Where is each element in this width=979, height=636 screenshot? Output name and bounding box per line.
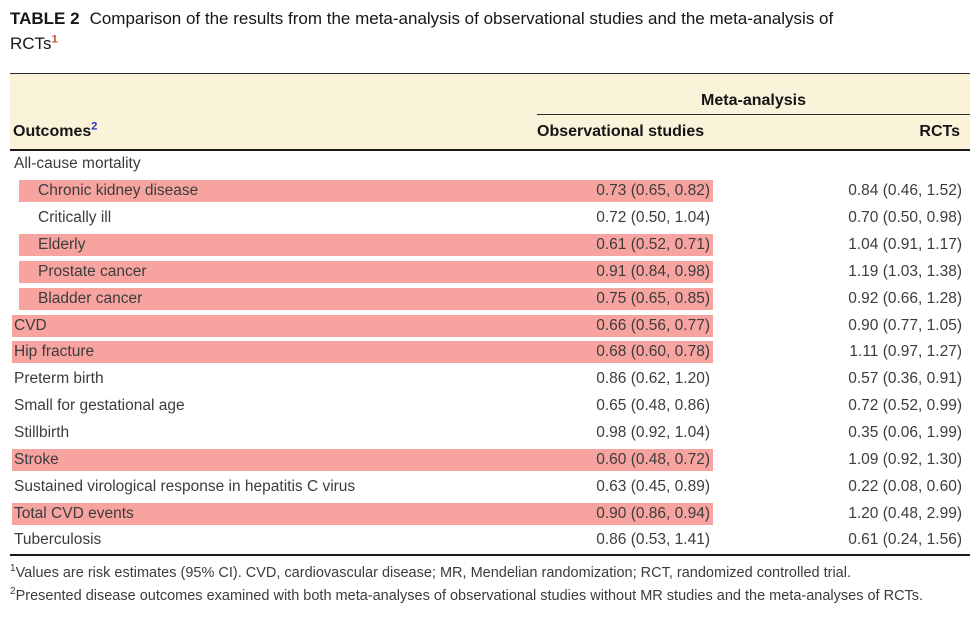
row-highlight-band: CVD 0.66 (0.56, 0.77) [10,314,713,337]
outcome-label: Bladder cancer [38,289,143,307]
table-caption: TABLE 2 Comparison of the results from th… [10,6,870,56]
rcts-value: 1.04 (0.91, 1.17) [848,236,962,253]
outcome-label: Critically ill [38,209,112,227]
rcts-value: 0.72 (0.52, 0.99) [848,397,962,415]
rcts-value: 0.84 (0.46, 1.52) [848,182,962,200]
row-highlight-band: Chronic kidney disease 0.73 (0.65, 0.82) [10,180,713,203]
outcome-label: Stillbirth [14,424,70,442]
group-header-row: Meta-analysis [10,74,970,115]
row-highlight-band: Bladder cancer 0.75 (0.65, 0.85) [10,287,713,310]
rcts-value: 0.35 (0.06, 1.99) [848,424,962,442]
table-body: All-cause mortality Chronic kidney diseas… [10,151,970,556]
outcome-label: Tuberculosis [14,531,102,549]
footnote-marker: 1 [10,563,16,575]
observational-value: 0.65 (0.48, 0.86) [596,397,710,415]
table-row: Small for gestational age 0.65 (0.48, 0.8… [10,393,970,420]
observational-value: 0.86 (0.53, 1.41) [596,531,710,549]
footnote: 1Values are risk estimates (95% CI). CVD… [10,562,940,585]
table-row: Hip fracture 0.68 (0.60, 0.78) 1.11 (0.97,… [10,339,970,366]
outcome-label: All-cause mortality [14,155,141,173]
table-row: Preterm birth 0.86 (0.62, 1.20) 0.57 (0.36… [10,366,970,393]
row-highlight-band: Hip fracture 0.68 (0.60, 0.78) [10,341,713,364]
row-highlight-band: Elderly 0.61 (0.52, 0.71) [10,234,713,256]
row-highlight-band: Stroke 0.60 (0.48, 0.72) [10,448,713,471]
table-row: Sustained virological response in hepati… [10,473,970,500]
row-left-span: Stillbirth 0.98 (0.92, 1.04) [10,422,713,444]
table-row: Elderly 0.61 (0.52, 0.71) 1.04 (0.91, 1.17… [10,232,970,259]
column-header-outcomes: Outcomes2 [10,120,537,141]
rcts-value: 0.57 (0.36, 0.91) [848,370,962,388]
observational-value: 0.86 (0.62, 1.20) [596,370,710,388]
outcome-label: Stroke [14,450,59,468]
rcts-value: 1.19 (1.03, 1.38) [848,262,962,280]
column-header-rcts: RCTs [919,123,960,140]
group-header-spacer [10,74,537,115]
rcts-value: 1.09 (0.92, 1.30) [848,450,962,468]
outcomes-header-label: Outcomes [13,123,92,140]
table-row: Bladder cancer 0.75 (0.65, 0.85) 0.92 (0.6… [10,285,970,312]
row-highlight-band: Prostate cancer 0.91 (0.84, 0.98) [10,260,713,283]
table-row: All-cause mortality [10,151,970,178]
outcome-label: Elderly [38,236,86,253]
table-row: Prostate cancer 0.91 (0.84, 0.98) 1.19 (1.… [10,258,970,285]
row-left-span: Small for gestational age 0.65 (0.48, 0.8… [10,395,713,417]
table-footnotes: 1Values are risk estimates (95% CI). CVD… [10,562,940,608]
row-left-span: Preterm birth 0.86 (0.62, 1.20) [10,368,713,390]
table-caption-text: Comparison of the results from the meta-… [10,9,834,53]
outcome-label: CVD [14,316,47,334]
observational-value: 0.91 (0.84, 0.98) [596,262,710,280]
rcts-value: 1.11 (0.97, 1.27) [849,343,962,361]
row-left-span: Tuberculosis 0.86 (0.53, 1.41) [10,529,713,551]
observational-value: 0.60 (0.48, 0.72) [596,450,710,468]
table-row: Chronic kidney disease 0.73 (0.65, 0.82) 0… [10,178,970,205]
outcome-label: Total CVD events [14,504,134,522]
footnote: 2Presented disease outcomes examined wit… [10,585,940,608]
outcome-label: Preterm birth [14,370,104,388]
row-left-span: All-cause mortality [10,153,713,175]
row-left-span: Sustained virological response in hepati… [10,476,713,498]
rcts-value: 0.90 (0.77, 1.05) [848,316,962,334]
table-row: Stroke 0.60 (0.48, 0.72) 1.09 (0.92, 1.30) [10,446,970,473]
rcts-value: 0.22 (0.08, 0.60) [848,477,962,495]
observational-value: 0.61 (0.52, 0.71) [596,236,710,253]
column-header-row: Outcomes2 Observational studies RCTs [10,115,970,149]
table-row: CVD 0.66 (0.56, 0.77) 0.90 (0.77, 1.05) [10,312,970,339]
observational-value: 0.66 (0.56, 0.77) [596,316,710,334]
observational-value: 0.72 (0.50, 1.04) [596,209,710,227]
observational-value: 0.63 (0.45, 0.89) [596,477,710,495]
outcomes-footnote-marker: 2 [91,120,98,133]
table-row: Stillbirth 0.98 (0.92, 1.04) 0.35 (0.06, 1… [10,420,970,447]
footnote-text: Presented disease outcomes examined with… [15,588,924,604]
rcts-value: 1.20 (0.48, 2.99) [848,504,962,522]
observational-value: 0.98 (0.92, 1.04) [596,424,710,442]
table-header: Meta-analysis Outcomes2 Observational st… [10,73,970,151]
comparison-table: Meta-analysis Outcomes2 Observational st… [10,73,970,556]
observational-value: 0.90 (0.86, 0.94) [596,504,710,522]
observational-value: 0.68 (0.60, 0.78) [596,343,710,361]
rcts-value: 0.70 (0.50, 0.98) [848,209,962,227]
footnote-text: Values are risk estimates (95% CI). CVD,… [15,565,851,581]
column-header-observational: Observational studies [537,123,705,140]
table-row: Total CVD events 0.90 (0.86, 0.94) 1.20 (0… [10,500,970,527]
row-highlight-band: Total CVD events 0.90 (0.86, 0.94) [10,502,713,525]
observational-value: 0.75 (0.65, 0.85) [596,289,710,307]
table-row: Tuberculosis 0.86 (0.53, 1.41) 0.61 (0.24,… [10,527,970,554]
rcts-value: 0.61 (0.24, 1.56) [848,531,962,549]
outcome-label: Sustained virological response in hepati… [14,477,356,495]
rcts-value: 0.92 (0.66, 1.28) [848,289,962,307]
caption-footnote-marker: 1 [51,33,58,46]
table-row: Critically ill 0.72 (0.50, 1.04) 0.70 (0.5… [10,205,970,232]
observational-value: 0.73 (0.65, 0.82) [596,182,710,200]
outcome-label: Hip fracture [14,343,95,361]
row-left-span: Critically ill 0.72 (0.50, 1.04) [10,207,713,229]
group-header-meta-analysis: Meta-analysis [537,74,970,115]
outcome-label: Prostate cancer [38,262,147,280]
outcome-label: Small for gestational age [14,397,185,415]
table-number: TABLE 2 [10,9,80,28]
outcome-label: Chronic kidney disease [38,182,199,200]
footnote-marker: 2 [10,586,16,598]
